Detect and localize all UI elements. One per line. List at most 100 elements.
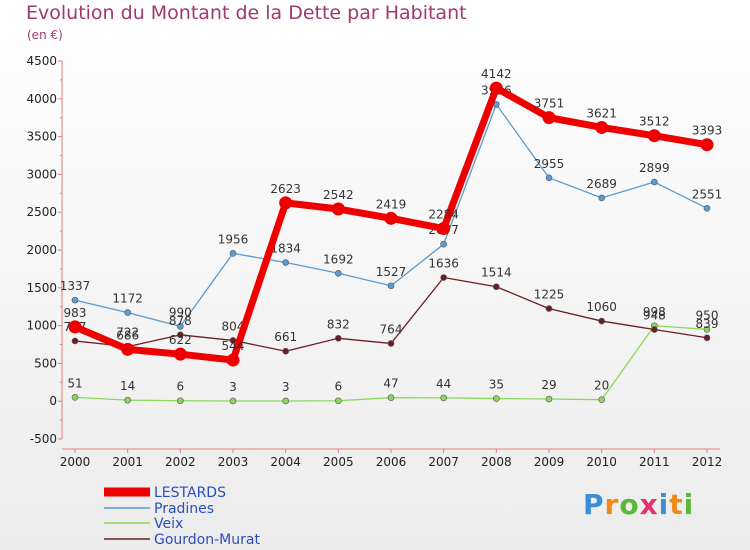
data-point [542, 111, 556, 125]
y-tick-label: 2500 [26, 205, 57, 219]
data-point [387, 282, 395, 290]
data-label: 14 [120, 379, 135, 393]
x-tick-label: 2007 [428, 455, 459, 469]
legend-entry-lestards: LESTARDS [104, 485, 226, 501]
data-label: 1692 [323, 252, 354, 266]
data-point [651, 178, 658, 186]
data-point [71, 394, 79, 401]
series-lestards: 983 686 622 544 2623 2542 2419 2284 4142 3751 3621… [64, 67, 723, 367]
data-label: 1956 [218, 232, 249, 246]
x-tick-label: 2003 [218, 455, 249, 469]
data-point [229, 397, 237, 405]
x-tick-label: 2008 [481, 455, 512, 469]
data-label: 6 [177, 380, 185, 394]
y-tick-label: 2000 [26, 243, 57, 257]
data-point [121, 342, 135, 356]
data-point [177, 397, 184, 405]
data-point [124, 309, 131, 316]
data-label: 3 [282, 380, 290, 394]
x-tick-label: 2012 [692, 455, 723, 469]
x-tick-label: 2005 [323, 455, 354, 469]
data-point [700, 138, 714, 152]
data-point [440, 394, 447, 402]
data-point [173, 347, 187, 361]
data-label: 3393 [692, 124, 723, 138]
logo-letter: o [619, 488, 640, 521]
data-point [335, 269, 342, 277]
data-label: 20 [594, 379, 609, 393]
data-label: 722 [116, 326, 139, 340]
data-label: 1337 [60, 279, 91, 293]
data-point [703, 205, 711, 212]
data-label: 622 [169, 333, 192, 347]
data-point [124, 396, 131, 404]
series-veix: 51 14 6 3 3 6 47 44 35 29 20 998 950 [67, 305, 719, 405]
legend-entry-pradines: Pradines [104, 501, 214, 517]
data-point [440, 240, 447, 248]
data-point [71, 337, 79, 345]
data-point [226, 353, 240, 367]
data-label: 544 [222, 339, 245, 353]
data-label: 948 [643, 309, 666, 323]
proxiti-logo: Proxiti [583, 488, 694, 521]
data-label: 878 [169, 314, 192, 328]
data-label: 3621 [586, 106, 617, 120]
data-point [335, 397, 342, 405]
data-point [384, 211, 398, 225]
series-pradines: 1337117299019561834169215272077392629552… [60, 83, 722, 330]
data-label: 4142 [481, 67, 512, 81]
data-point [545, 395, 553, 403]
data-point [703, 334, 711, 342]
data-label: 2284 [428, 208, 459, 222]
data-label: 990 [169, 305, 192, 319]
chart-subtitle: (en €) [27, 28, 63, 42]
y-tick-label: 4000 [26, 92, 57, 106]
data-point [437, 222, 451, 236]
data-label: 47 [383, 377, 398, 391]
data-point [545, 174, 553, 182]
data-point [282, 259, 289, 266]
data-point [703, 326, 711, 333]
data-label: 3 [229, 380, 237, 394]
logo-letter: i [658, 488, 670, 521]
data-label: 998 [643, 305, 666, 319]
data-label: 2689 [586, 177, 617, 191]
y-tick-label: 1500 [26, 281, 57, 295]
chart-title: Evolution du Montant de la Dette par Hab… [26, 2, 467, 24]
data-label: 2623 [270, 182, 301, 196]
y-tick-label: 3000 [26, 167, 57, 181]
legend-entry-gourdon-murat: Gourdon-Murat [104, 532, 260, 548]
data-label: 2419 [376, 197, 407, 211]
x-tick-label: 2001 [112, 455, 143, 469]
data-point [331, 202, 345, 216]
data-point [493, 283, 500, 291]
data-label: 2899 [639, 161, 670, 175]
legend-entry-veix: Veix [104, 516, 183, 532]
x-tick-label: 2000 [60, 455, 91, 469]
data-point [387, 394, 395, 401]
data-label: 661 [274, 330, 297, 344]
data-label: 3751 [534, 97, 565, 111]
data-label: 804 [222, 319, 245, 333]
x-tick-label: 2011 [639, 455, 670, 469]
data-label: 6 [335, 380, 343, 394]
data-point [647, 129, 661, 143]
y-tick-label: -500 [30, 432, 57, 446]
data-point [68, 320, 82, 334]
data-label: 2542 [323, 188, 354, 202]
data-label: 1636 [428, 257, 459, 271]
data-label: 3512 [639, 115, 670, 129]
legend-label: Veix [154, 516, 183, 532]
data-point [489, 81, 503, 95]
data-point [177, 331, 184, 339]
data-point [440, 274, 447, 281]
data-label: 1172 [112, 292, 143, 306]
y-tick-label: 500 [34, 356, 57, 370]
data-point [335, 335, 342, 342]
data-point [387, 340, 395, 347]
data-label: 950 [696, 308, 719, 322]
data-label: 686 [116, 328, 139, 342]
data-point [595, 120, 609, 134]
